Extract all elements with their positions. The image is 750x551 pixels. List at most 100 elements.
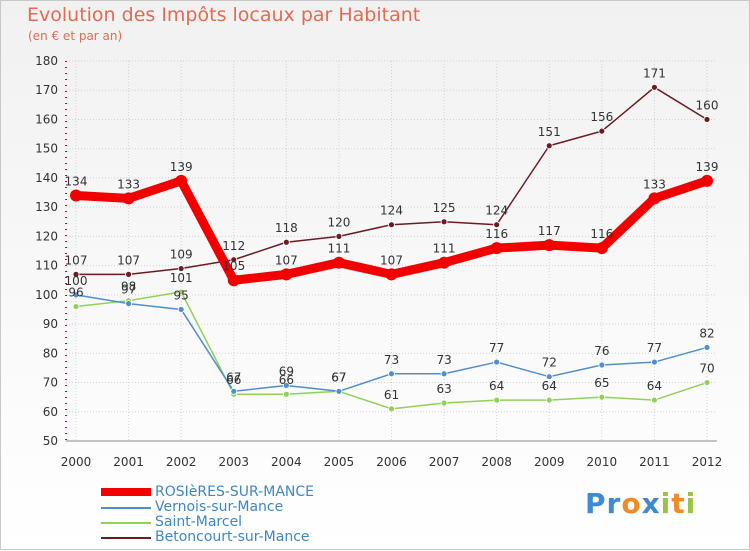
data-label: 69 <box>279 364 294 378</box>
y-tick-label: 130 <box>35 200 58 214</box>
legend-label-saint-marcel: Saint-Marcel <box>155 514 243 530</box>
data-label: 65 <box>594 376 609 390</box>
data-point <box>388 370 395 378</box>
y-tick-label: 150 <box>35 142 58 156</box>
data-label: 107 <box>65 253 88 267</box>
x-tick-label: 2002 <box>166 455 197 469</box>
y-tick-label: 80 <box>43 346 58 360</box>
data-label: 63 <box>436 382 451 396</box>
data-point <box>332 256 345 269</box>
data-label: 171 <box>643 66 666 80</box>
data-point <box>282 390 290 398</box>
data-label: 76 <box>594 344 609 358</box>
data-label: 139 <box>170 160 193 174</box>
data-point <box>493 221 501 229</box>
data-point <box>598 393 606 401</box>
data-point <box>388 405 395 413</box>
data-label: 67 <box>226 370 241 384</box>
legend-label-betoncourt: Betoncourt-sur-Mance <box>155 529 310 545</box>
data-point <box>122 192 135 205</box>
x-tick-label: 2003 <box>218 455 249 469</box>
proxiti-logo: Proxiti <box>585 487 697 520</box>
data-label: 124 <box>485 204 508 218</box>
data-label: 73 <box>384 353 399 367</box>
data-point <box>440 399 448 407</box>
data-point <box>177 265 185 272</box>
data-point <box>282 382 290 389</box>
data-point <box>72 303 80 310</box>
x-tick-label: 2005 <box>324 455 355 469</box>
data-label: 64 <box>542 379 557 393</box>
chart-subtitle: (en € et par an) <box>28 29 123 43</box>
data-point <box>125 300 132 308</box>
data-point <box>72 291 80 299</box>
data-label: 111 <box>433 242 456 256</box>
data-label: 156 <box>590 110 613 124</box>
data-label: 133 <box>117 177 140 191</box>
data-label: 116 <box>485 227 508 241</box>
chart-title: Evolution des Impôts locaux par Habitant <box>27 4 421 26</box>
data-label: 77 <box>647 341 662 355</box>
data-point <box>385 268 398 281</box>
data-point <box>125 270 132 278</box>
data-label: 97 <box>121 283 136 297</box>
data-label: 139 <box>696 160 719 174</box>
legend-swatch-vernois <box>101 507 151 509</box>
data-label: 107 <box>380 253 403 267</box>
data-point <box>175 174 188 187</box>
data-point <box>651 358 658 366</box>
data-label: 64 <box>489 379 504 393</box>
x-tick-label: 2012 <box>692 455 723 469</box>
x-tick-label: 2000 <box>61 455 92 469</box>
data-point <box>493 396 501 404</box>
y-tick-label: 70 <box>43 376 58 390</box>
legend-swatch-saint-marcel <box>101 522 151 524</box>
x-tick-label: 2007 <box>429 455 460 469</box>
data-point <box>490 242 503 255</box>
data-label: 66 <box>279 373 294 387</box>
data-label: 120 <box>327 215 350 229</box>
data-label: 100 <box>65 274 88 288</box>
data-point <box>227 274 240 287</box>
data-point <box>72 270 80 278</box>
data-point <box>282 238 290 246</box>
data-point <box>177 306 185 313</box>
data-label: 107 <box>275 253 298 267</box>
legend-label-rosieres: ROSIèRES-SUR-MANCE <box>155 484 314 500</box>
data-label: 95 <box>174 288 189 302</box>
data-label: 64 <box>647 379 662 393</box>
data-label: 61 <box>384 388 399 402</box>
data-label: 111 <box>327 242 350 256</box>
data-label: 133 <box>643 177 666 191</box>
y-tick-label: 60 <box>43 405 58 419</box>
data-point <box>703 379 711 386</box>
data-point <box>230 256 238 264</box>
x-tick-label: 2009 <box>534 455 565 469</box>
data-label: 82 <box>699 326 714 340</box>
data-point <box>595 242 608 255</box>
data-label: 98 <box>121 280 136 294</box>
x-tick-label: 2001 <box>113 455 144 469</box>
y-tick-label: 180 <box>35 54 58 68</box>
data-label: 70 <box>699 362 714 376</box>
x-tick-label: 2010 <box>587 455 618 469</box>
data-point <box>651 396 658 404</box>
data-label: 134 <box>65 174 88 188</box>
data-label: 67 <box>331 370 346 384</box>
data-label: 116 <box>590 227 613 241</box>
legend-swatch-rosieres <box>101 488 151 496</box>
data-point <box>438 256 451 269</box>
y-tick-label: 50 <box>43 434 58 448</box>
y-tick-label: 120 <box>35 229 58 243</box>
y-tick-label: 100 <box>35 288 58 302</box>
data-label: 124 <box>380 204 403 218</box>
data-point <box>545 142 553 150</box>
data-label: 66 <box>226 373 241 387</box>
data-label: 96 <box>68 286 83 300</box>
data-label: 105 <box>222 259 245 273</box>
data-label: 151 <box>538 125 561 139</box>
data-label: 77 <box>489 341 504 355</box>
data-label: 112 <box>222 239 245 253</box>
data-label: 117 <box>538 224 561 238</box>
data-point <box>598 127 606 135</box>
